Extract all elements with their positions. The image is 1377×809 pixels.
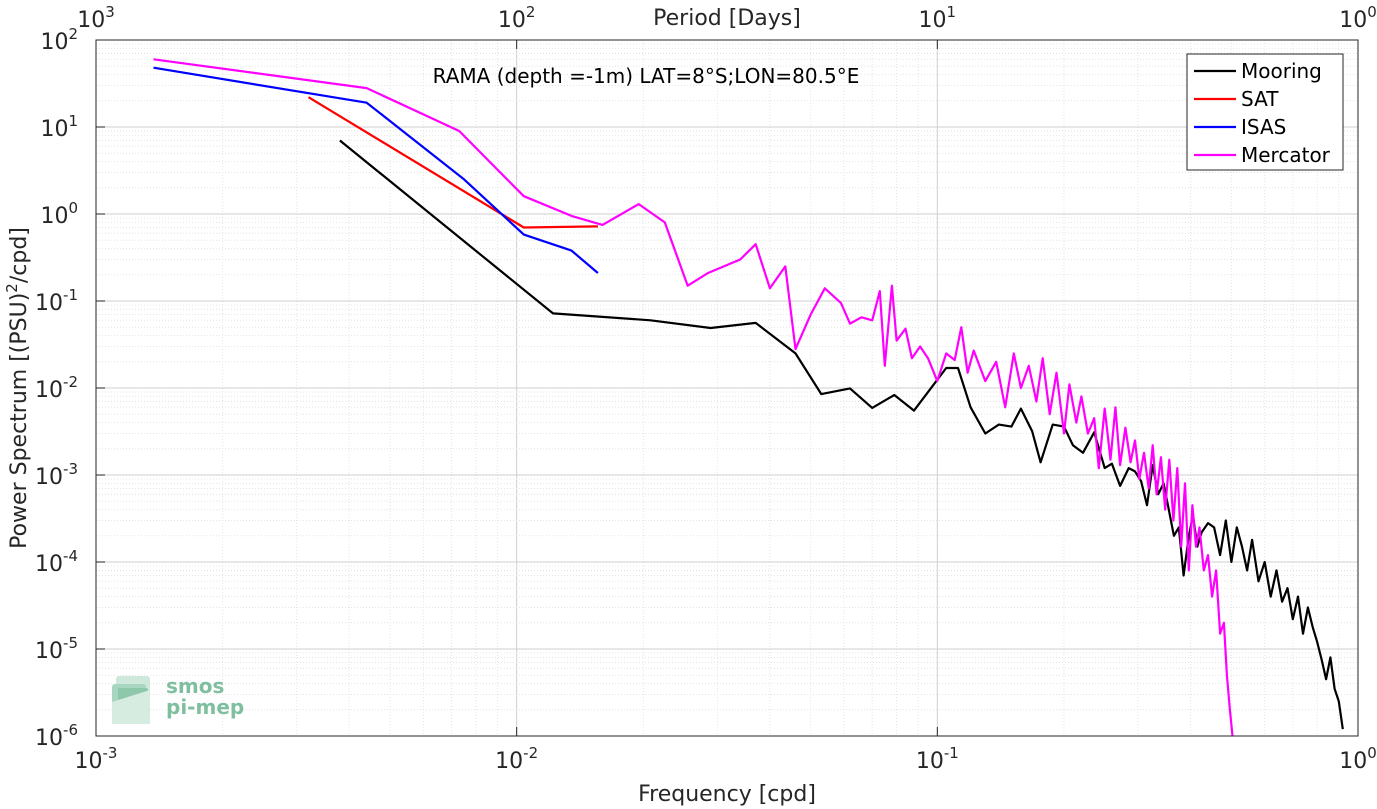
top-tick-label-exp: 3 [105, 3, 115, 21]
x-tick-label: 100 [1339, 744, 1377, 774]
top-tick-label-exp: 0 [1367, 3, 1377, 21]
x-tick-label: 10-2 [495, 744, 538, 774]
legend: Mooring SAT ISAS Mercator [1186, 53, 1344, 171]
y-tick-label: 10-6 [35, 721, 78, 751]
legend-box [1186, 53, 1344, 171]
smos-logo: smos pi-mep [112, 674, 244, 724]
chart-title: RAMA (depth =-1m) LAT=8°S;LON=80.5°E [433, 64, 860, 88]
legend-label-mercator: Mercator [1241, 143, 1331, 167]
x-tick-label-base: 10 [916, 749, 944, 774]
top-tick-label-exp: 2 [526, 3, 536, 21]
y-tick-label: 10-4 [35, 547, 78, 577]
y-tick-label-exp: 1 [68, 112, 78, 130]
y-tick-label-base: 10 [35, 552, 63, 577]
y-axis-label-base: Power Spectrum [(PSU) [7, 293, 32, 549]
x-tick-label-exp: 0 [1367, 744, 1377, 762]
x-axis-label: Frequency [cpd] [638, 782, 816, 807]
logo-emblem-icon [112, 676, 150, 724]
top-tick-label: 101 [919, 3, 957, 33]
y-tick-label-base: 10 [35, 726, 63, 751]
top-tick-label-base: 10 [498, 8, 526, 33]
logo-text-line2: pi-mep [166, 695, 244, 719]
y-tick-label-exp: -1 [63, 286, 78, 304]
y-tick-label-base: 10 [40, 204, 68, 229]
series-line-sat [307, 96, 598, 229]
y-tick-label-exp: -2 [63, 373, 78, 391]
series-line-mercator [153, 58, 1234, 737]
series-line-isas [153, 66, 599, 274]
top-tick-label: 103 [77, 3, 115, 33]
y-tick-label: 10-2 [35, 373, 78, 403]
y-tick-label-base: 10 [35, 639, 63, 664]
y-tick-label-base: 10 [35, 291, 63, 316]
y-tick-label-base: 10 [40, 117, 68, 142]
y-axis-label-sup: 2 [3, 283, 21, 293]
x-tick-label-base: 10 [1339, 749, 1367, 774]
y-tick-label-exp: -5 [63, 634, 78, 652]
top-axis-label: Period [Days] [653, 6, 801, 31]
top-tick-label: 102 [498, 3, 536, 33]
top-tick-labels: 103 102 101 100 [77, 3, 1377, 33]
x-tick-label-base: 10 [75, 749, 103, 774]
y-tick-label: 101 [40, 112, 78, 142]
y-tick-label-exp: 2 [68, 25, 78, 43]
legend-label-sat: SAT [1241, 87, 1279, 111]
legend-label-mooring: Mooring [1241, 59, 1322, 83]
y-tick-label-exp: -3 [63, 460, 78, 478]
y-tick-label-exp: 0 [68, 199, 78, 217]
top-tick-label-base: 10 [1339, 8, 1367, 33]
series-layer [153, 58, 1344, 737]
y-tick-label: 100 [40, 199, 78, 229]
y-tick-label-base: 10 [35, 465, 63, 490]
logo-text-line1: smos [166, 674, 224, 698]
legend-items: Mooring SAT ISAS Mercator [1194, 59, 1331, 167]
top-tick-label-base: 10 [77, 8, 105, 33]
tick-marks [95, 39, 1359, 737]
x-tick-label-base: 10 [495, 749, 523, 774]
top-tick-label-exp: 1 [947, 3, 957, 21]
y-axis-label-tail: /cpd] [7, 227, 32, 283]
y-axis-label: Power Spectrum [(PSU)2/cpd] [3, 227, 32, 549]
y-tick-label: 10-1 [35, 286, 78, 316]
y-tick-label-exp: -6 [63, 721, 78, 739]
y-tick-label-exp: -4 [63, 547, 78, 565]
y-tick-label-base: 10 [40, 30, 68, 55]
legend-label-isas: ISAS [1241, 115, 1286, 139]
grid [96, 40, 1358, 736]
y-tick-label-base: 10 [35, 378, 63, 403]
y-tick-label: 102 [40, 25, 78, 55]
x-tick-label: 10-3 [75, 744, 118, 774]
y-tick-label: 10-5 [35, 634, 78, 664]
x-tick-label-exp: -1 [944, 744, 959, 762]
x-tick-labels: 10-3 10-2 10-1 100 [75, 744, 1377, 774]
top-tick-label: 100 [1339, 3, 1377, 33]
x-tick-label: 10-1 [916, 744, 959, 774]
x-tick-label-exp: -2 [523, 744, 538, 762]
top-tick-label-base: 10 [919, 8, 947, 33]
y-tick-label: 10-3 [35, 460, 78, 490]
x-tick-label-exp: -3 [103, 744, 118, 762]
